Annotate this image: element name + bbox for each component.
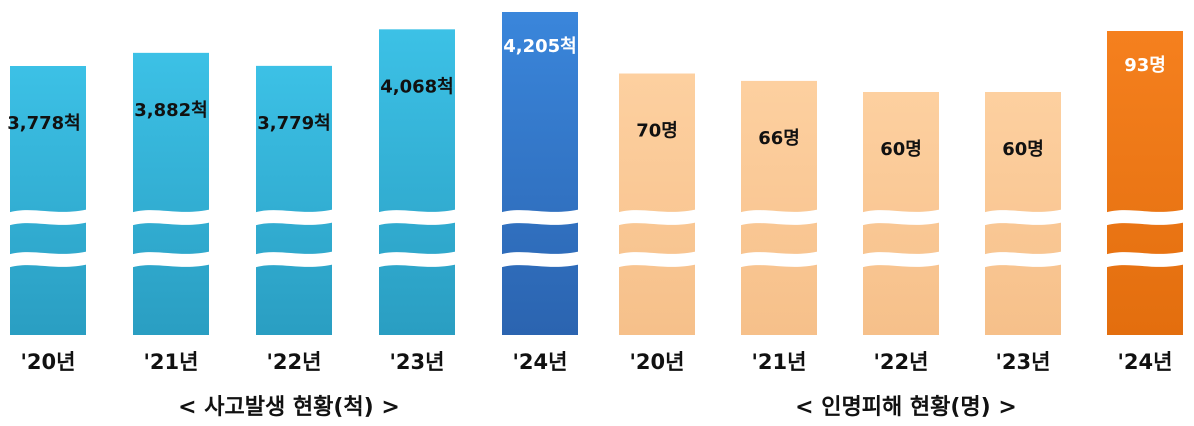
category-label: '20년 bbox=[21, 350, 76, 374]
bar bbox=[502, 12, 578, 335]
bar bbox=[10, 66, 86, 335]
category-label: '22년 bbox=[267, 350, 322, 374]
axis-break-wave bbox=[1104, 251, 1186, 268]
bar-group bbox=[7, 66, 89, 335]
bar-group bbox=[982, 92, 1064, 335]
bar-group bbox=[130, 52, 212, 335]
bar-group bbox=[499, 12, 581, 335]
bar bbox=[256, 65, 332, 335]
value-label: 70명 bbox=[636, 121, 678, 142]
axis-break-wave bbox=[616, 251, 698, 268]
category-label: '24년 bbox=[1118, 350, 1173, 374]
caption-casualties: < 인명피해 현황(명) > bbox=[795, 395, 1017, 420]
bar bbox=[741, 80, 817, 335]
bar-group bbox=[1104, 31, 1186, 335]
axis-break-wave bbox=[130, 209, 212, 226]
category-label: '20년 bbox=[630, 350, 685, 374]
category-label: '21년 bbox=[752, 350, 807, 374]
axis-break-wave bbox=[7, 251, 89, 268]
axis-break-wave bbox=[1104, 209, 1186, 226]
category-label: '22년 bbox=[874, 350, 929, 374]
chart-accidents: 3,778척 '20년 3,882척 '21년 3,779척 '22년 4,068척 '23년… bbox=[7, 12, 581, 374]
axis-break-wave bbox=[616, 209, 698, 226]
category-label: '21년 bbox=[144, 350, 199, 374]
axis-break-wave bbox=[982, 209, 1064, 226]
bar-group bbox=[616, 73, 698, 336]
axis-break-wave bbox=[376, 209, 458, 226]
category-label: '23년 bbox=[996, 350, 1051, 374]
bar bbox=[379, 29, 455, 335]
bar bbox=[1107, 31, 1183, 335]
axis-break-wave bbox=[130, 251, 212, 268]
value-label: 93명 bbox=[1124, 55, 1166, 76]
caption-accidents: < 사고발생 현황(척) > bbox=[178, 395, 400, 420]
value-label: 66명 bbox=[758, 128, 800, 149]
value-label: 3,882척 bbox=[134, 100, 208, 121]
axis-break-wave bbox=[860, 209, 942, 226]
bar-group bbox=[376, 29, 458, 335]
bar bbox=[619, 73, 695, 336]
bar-group bbox=[860, 92, 942, 335]
bar bbox=[133, 52, 209, 335]
value-label: 3,779척 bbox=[257, 113, 331, 134]
value-label: 4,068척 bbox=[380, 76, 454, 97]
category-label: '24년 bbox=[513, 350, 568, 374]
axis-break-wave bbox=[499, 209, 581, 226]
value-label: 60명 bbox=[880, 139, 922, 160]
bar-group bbox=[738, 80, 820, 335]
axis-break-wave bbox=[738, 209, 820, 226]
chart-casualties: 70명 '20년 66명 '21년 60명 '22년 60명 '23년 93명 '24년 bbox=[616, 31, 1186, 374]
value-label: 4,205척 bbox=[503, 36, 577, 57]
axis-break-wave bbox=[860, 251, 942, 268]
category-label: '23년 bbox=[390, 350, 445, 374]
axis-break-wave bbox=[253, 251, 335, 268]
axis-break-wave bbox=[499, 251, 581, 268]
value-label: 60명 bbox=[1002, 139, 1044, 160]
axis-break-wave bbox=[982, 251, 1064, 268]
axis-break-wave bbox=[376, 251, 458, 268]
bar-group bbox=[253, 65, 335, 335]
axis-break-wave bbox=[738, 251, 820, 268]
axis-break-wave bbox=[253, 209, 335, 226]
value-label: 3,778척 bbox=[7, 113, 81, 134]
axis-break-wave bbox=[7, 209, 89, 226]
